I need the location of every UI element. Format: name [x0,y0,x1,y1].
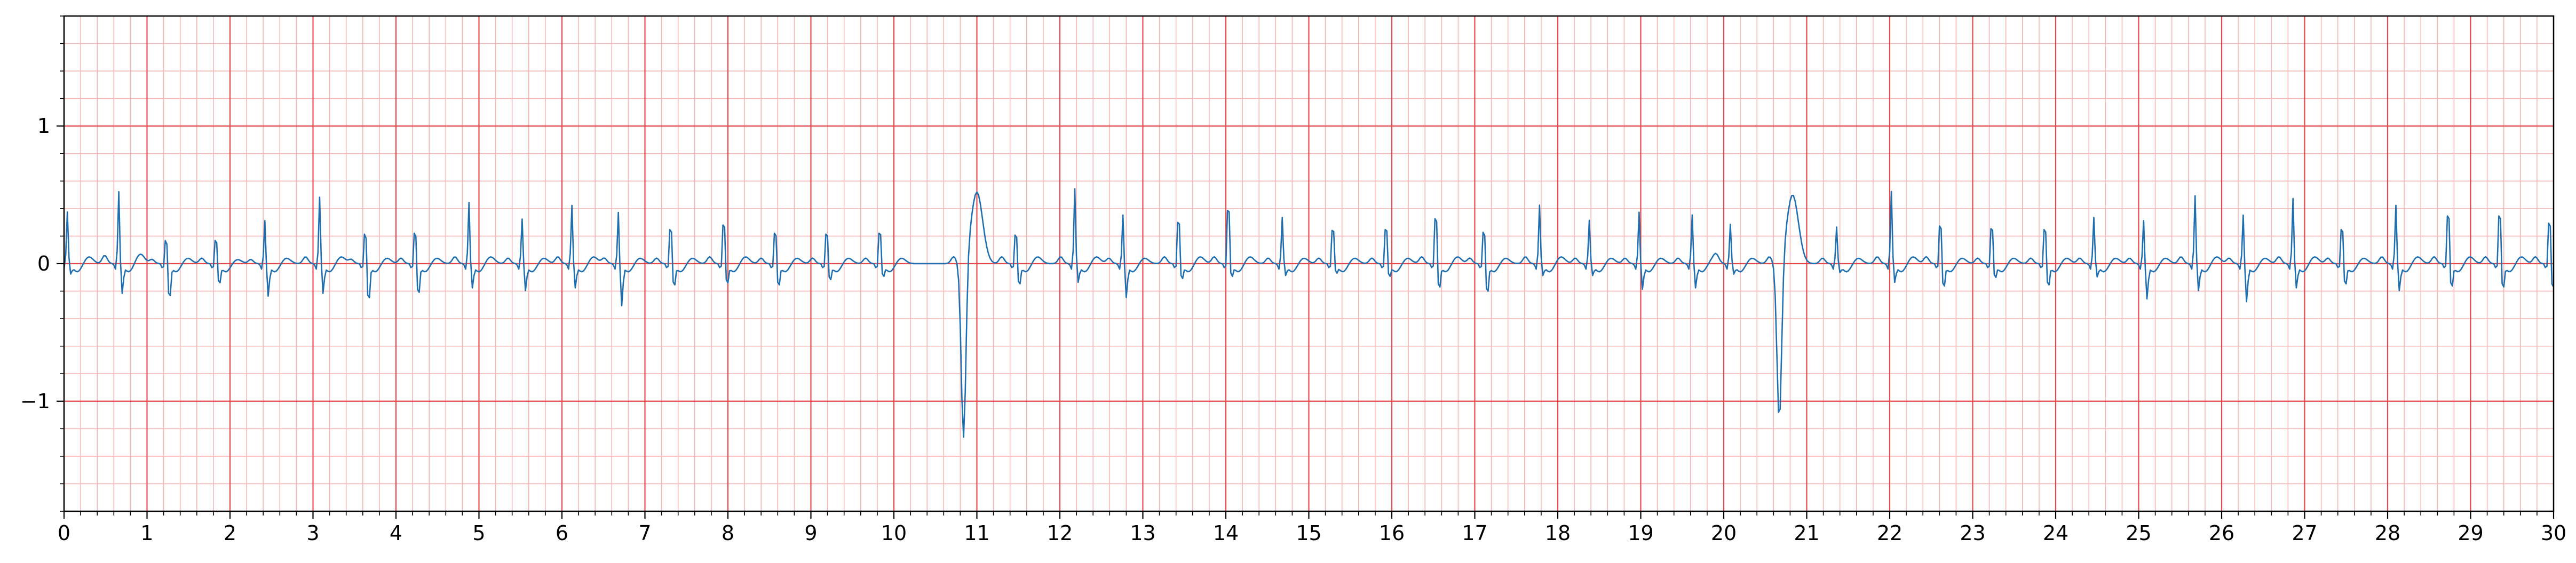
major-grid [63,16,2555,511]
x-tick-label: 25 [2126,521,2151,545]
x-tick-label: 12 [1047,521,1073,545]
x-tick-label: 26 [2209,521,2234,545]
ticks: 0 1 2 3 4 5 6 7 8 9 10 11 12 13 14 15 16 17 18 19 20 21 22 23 24… [20,15,2566,545]
x-tick-label: 27 [2292,521,2317,545]
x-tick-label: 15 [1296,521,1321,545]
x-tick-label: 0 [58,521,70,545]
ecg-series-line [63,188,2555,438]
x-tick-label: 11 [964,521,989,545]
x-tick-label: 23 [1960,521,1985,545]
x-tick-label: 21 [1794,521,1819,545]
y-tick-label: 0 [37,252,50,275]
x-tick-label: 13 [1130,521,1155,545]
x-tick-label: 4 [390,521,402,545]
x-tick-label: 20 [1711,521,1737,545]
y-tick-label: 1 [37,114,50,138]
x-tick-label: 29 [2458,521,2483,545]
x-tick-label: 17 [1462,521,1487,545]
x-tick-label: 22 [1877,521,1903,545]
x-tick-label: 6 [556,521,568,545]
x-tick-label: 2 [224,521,236,545]
x-tick-label: 8 [722,521,734,545]
x-tick-label: 16 [1379,521,1405,545]
x-tick-label: 14 [1213,521,1239,545]
x-tick-label: 3 [306,521,319,545]
x-tick-label: 5 [472,521,485,545]
ecg-trace-layer [63,188,2555,438]
x-tick-label: 18 [1545,521,1571,545]
x-tick-label: 28 [2375,521,2400,545]
x-tick-label: 30 [2541,521,2566,545]
x-tick-label: 1 [140,521,153,545]
x-tick-label: 7 [638,521,651,545]
y-tick-label: −1 [20,390,50,413]
x-tick-label: 9 [804,521,817,545]
x-tick-label: 19 [1628,521,1653,545]
x-tick-label: 10 [881,521,907,545]
x-tick-label: 24 [2043,521,2068,545]
